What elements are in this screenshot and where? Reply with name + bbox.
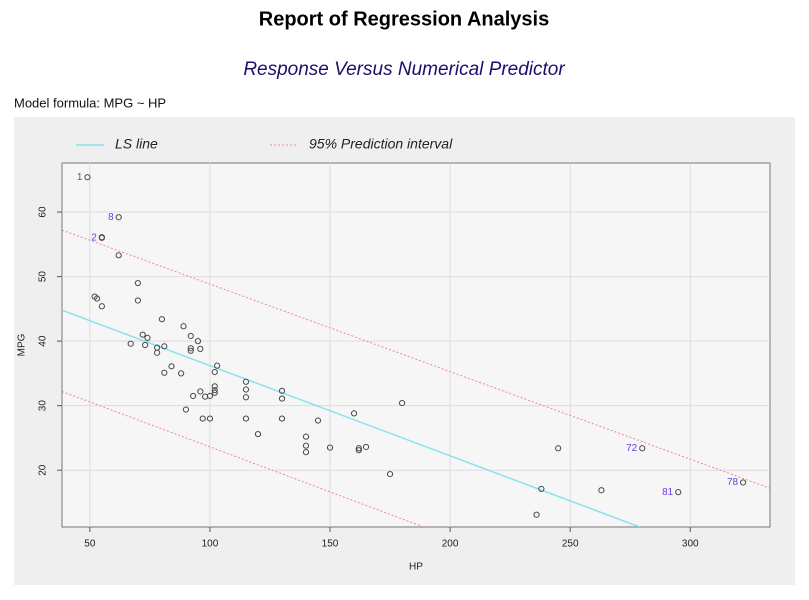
data-point	[206, 392, 214, 400]
data-point	[158, 316, 166, 323]
x-axis-label: HP	[409, 562, 423, 573]
data-point	[98, 303, 105, 310]
point-label: 78	[727, 477, 739, 488]
report-subtitle: Response Versus Numerical Predictor	[243, 59, 565, 80]
y-tick-label: 50	[38, 271, 49, 283]
data-point	[278, 415, 286, 422]
data-point	[161, 369, 168, 376]
data-point	[302, 449, 310, 456]
data-point	[197, 388, 204, 395]
data-point	[538, 485, 545, 493]
x-tick-label: 250	[562, 539, 579, 550]
y-tick-label: 30	[38, 400, 49, 412]
point-label: 1	[77, 172, 83, 183]
point-label: 2	[91, 233, 97, 244]
data-point	[533, 511, 540, 518]
data-point	[182, 406, 190, 413]
data-point	[302, 442, 310, 449]
data-point	[84, 174, 91, 181]
data-point	[211, 369, 218, 376]
x-tick-label: 100	[202, 539, 219, 550]
data-point	[93, 295, 101, 302]
data-point	[555, 445, 562, 452]
data-point	[187, 345, 194, 352]
data-point	[242, 386, 250, 393]
data-point	[675, 489, 682, 496]
data-point	[190, 392, 197, 400]
x-tick-label: 50	[84, 539, 96, 550]
point-label: 72	[626, 443, 638, 454]
regression-line	[62, 229, 770, 489]
legend-label: LS line	[115, 136, 158, 152]
data-point	[386, 470, 394, 478]
data-point	[350, 410, 358, 417]
data-point	[242, 394, 250, 401]
y-tick-label: 40	[38, 335, 49, 347]
data-point	[278, 395, 286, 402]
y-tick-label: 20	[38, 464, 49, 476]
data-point	[115, 214, 122, 221]
data-point	[168, 363, 175, 370]
data-point	[302, 433, 310, 440]
y-tick-label: 60	[38, 206, 49, 218]
plot-area	[61, 162, 771, 528]
data-point	[197, 345, 204, 352]
model-formula: Model formula: MPG ~ HP	[14, 95, 166, 110]
data-point	[211, 387, 218, 394]
data-point	[326, 444, 334, 451]
data-point	[199, 415, 206, 422]
data-point	[115, 252, 122, 259]
data-point	[214, 362, 221, 369]
data-point	[127, 340, 134, 347]
x-tick-label: 200	[442, 539, 459, 550]
data-point	[134, 279, 141, 287]
report-title: Report of Regression Analysis	[259, 8, 549, 30]
data-point	[161, 343, 168, 350]
data-point	[254, 430, 262, 438]
data-point	[639, 445, 646, 452]
data-point	[144, 334, 151, 342]
data-point	[362, 443, 370, 451]
data-point	[134, 297, 141, 304]
data-point	[242, 378, 250, 385]
x-tick-label: 300	[682, 539, 699, 550]
data-point	[314, 417, 322, 424]
regression-line	[62, 390, 424, 527]
data-point	[178, 370, 185, 377]
data-point	[206, 415, 214, 422]
y-axis-label: MPG	[17, 333, 28, 356]
x-tick-label: 150	[322, 539, 339, 550]
data-point	[398, 399, 406, 407]
data-point	[98, 234, 105, 241]
data-point	[740, 479, 747, 486]
data-point	[355, 445, 362, 452]
plot: 50 100 150 200 250 300 20 30 40 50 60 HP MPG LS line 9…	[17, 136, 770, 573]
point-label: 8	[108, 212, 114, 223]
data-point	[211, 389, 218, 396]
data-point	[180, 323, 187, 330]
legend-label: 95% Prediction interval	[309, 136, 453, 152]
data-point	[194, 338, 202, 345]
data-point	[154, 344, 161, 351]
data-point	[278, 387, 286, 394]
data-point	[211, 383, 218, 390]
data-point	[139, 331, 146, 338]
data-point	[187, 332, 194, 340]
point-label: 81	[662, 487, 674, 498]
data-point	[242, 415, 250, 422]
data-point	[141, 341, 149, 349]
data-point	[187, 347, 194, 354]
data-point	[598, 487, 605, 494]
data-point	[355, 447, 362, 454]
